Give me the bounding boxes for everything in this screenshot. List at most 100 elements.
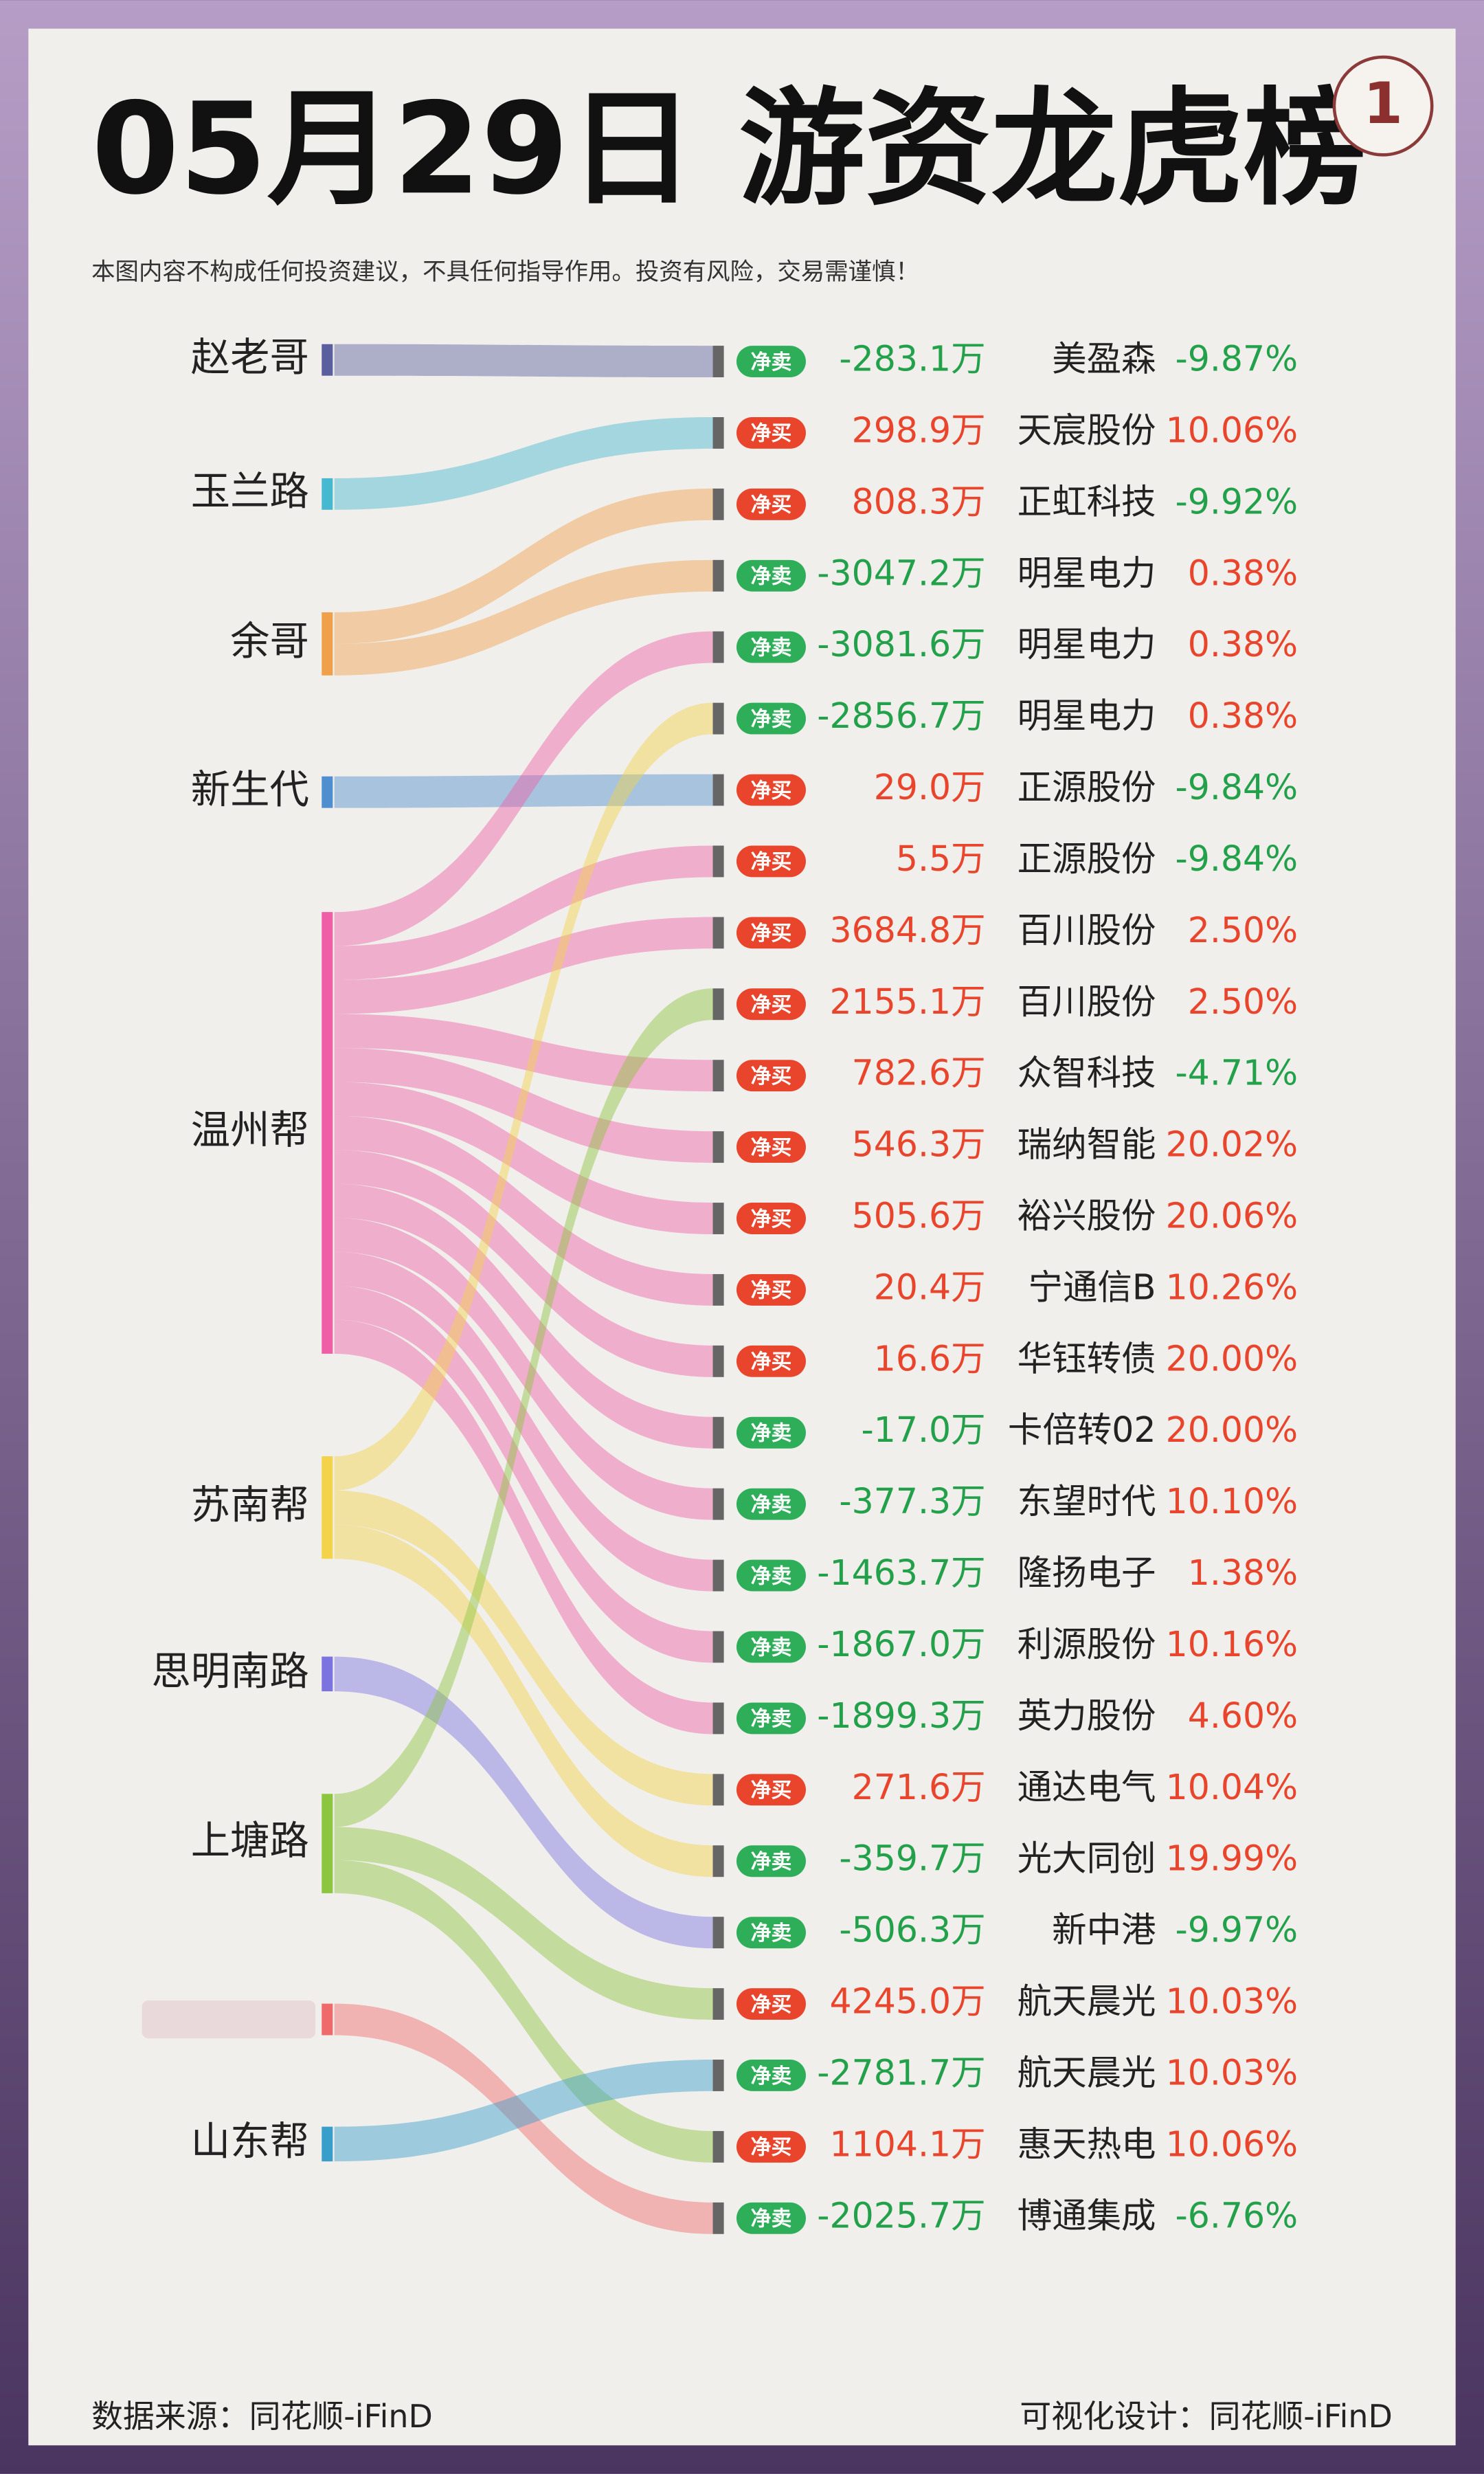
flow — [334, 1047, 713, 1163]
amount: 4245.0万 — [830, 1981, 986, 2022]
amount: 271.6万 — [852, 1767, 986, 1807]
change: 0.38% — [1188, 624, 1298, 665]
tag: 净卖 — [751, 350, 792, 375]
stock-name: 光大同创 — [1018, 1838, 1156, 1879]
badge-number: 1 — [1363, 71, 1403, 137]
row-marker — [712, 988, 724, 1021]
flow — [334, 2003, 713, 2234]
amount: 2155.1万 — [830, 981, 986, 1022]
trader-name: 玉兰路 — [191, 468, 309, 514]
row-marker — [712, 1774, 724, 1806]
trader-name: 温州帮 — [191, 1107, 309, 1153]
stock-name: 天宸股份 — [1018, 410, 1156, 450]
amount: -2781.7万 — [817, 2052, 985, 2093]
flow — [334, 344, 713, 377]
change: 20.06% — [1166, 1196, 1298, 1236]
row-marker — [712, 2130, 724, 2163]
tag-pill — [736, 1060, 806, 1092]
row-marker — [712, 1416, 724, 1449]
flow — [334, 1251, 713, 1592]
tag: 净卖 — [751, 2064, 792, 2088]
trader-bar — [322, 912, 333, 1354]
tag: 净买 — [751, 1065, 792, 1089]
row-marker — [712, 702, 724, 735]
amount: -2025.7万 — [817, 2195, 985, 2236]
blurred-name — [142, 2000, 316, 2039]
tag-pill — [736, 1702, 806, 1735]
change: 19.99% — [1166, 1838, 1298, 1879]
flow — [334, 774, 713, 808]
flow — [334, 1656, 713, 1949]
tag-pill — [736, 1345, 806, 1377]
tag-pill — [736, 2060, 806, 2091]
row-marker — [712, 2202, 724, 2234]
tag-pill — [736, 488, 806, 520]
change: 0.38% — [1188, 695, 1298, 736]
amount: -3081.6万 — [817, 624, 985, 665]
tag: 净买 — [751, 1279, 792, 1303]
flow — [334, 416, 713, 510]
source: 数据来源：同花顺-iFinD — [91, 2398, 433, 2435]
tag: 净卖 — [751, 1493, 792, 1517]
stock-name: 众智科技 — [1018, 1053, 1156, 1093]
change: -9.84% — [1176, 838, 1298, 879]
change: 10.06% — [1166, 410, 1298, 450]
tag: 净买 — [751, 922, 792, 946]
flow — [334, 1115, 713, 1306]
change: 10.06% — [1166, 2124, 1298, 2164]
tag-pill — [736, 1988, 806, 2020]
flow — [334, 1827, 713, 2020]
flow — [334, 917, 713, 1014]
amount: 298.9万 — [852, 410, 986, 450]
tag-pill — [736, 1917, 806, 1949]
flow — [334, 488, 713, 644]
amount: -359.7万 — [839, 1838, 985, 1879]
amount: -1867.0万 — [817, 1624, 985, 1664]
stock-name: 博通集成 — [1018, 2195, 1156, 2236]
amount: 20.4万 — [874, 1267, 986, 1307]
trader-bar — [322, 1456, 333, 1559]
amount: -2856.7万 — [817, 695, 985, 736]
row-marker — [712, 917, 724, 949]
flow — [334, 1319, 713, 1735]
stock-name: 裕兴股份 — [1018, 1196, 1156, 1236]
change: -9.84% — [1176, 767, 1298, 807]
tag: 净买 — [751, 779, 792, 803]
change: 2.50% — [1188, 910, 1298, 950]
badge — [1332, 55, 1434, 157]
change: -4.71% — [1176, 1053, 1298, 1093]
change: -9.97% — [1176, 1910, 1298, 1950]
row-marker — [712, 488, 724, 520]
change: 2.50% — [1188, 981, 1298, 1022]
tag-pill — [736, 1131, 806, 1163]
tag-pill — [736, 1203, 806, 1234]
tag: 净卖 — [751, 1636, 792, 1660]
stock-name: 明星电力 — [1018, 624, 1156, 665]
rows: 净卖 -283.1万 美盈森 -9.87%净买 298.9万 天宸股份 10.06%净买 80… — [712, 339, 1298, 2236]
design-credit: 可视化设计：同花顺-iFinD — [1020, 2398, 1393, 2435]
trader-bar — [322, 612, 333, 676]
row-marker — [712, 1131, 724, 1163]
tag: 净买 — [751, 493, 792, 517]
stock-name: 英力股份 — [1018, 1695, 1156, 1736]
tag: 净卖 — [751, 1850, 792, 1874]
stock-name: 通达电气 — [1018, 1767, 1156, 1807]
row-marker — [712, 1203, 724, 1234]
tag: 净买 — [751, 2136, 792, 2160]
tag-pill — [736, 988, 806, 1021]
flow — [334, 1150, 713, 1377]
trader-bar — [322, 776, 333, 808]
flow — [334, 559, 713, 676]
stock-name: 卡倍转02 — [1008, 1409, 1156, 1450]
change: -9.87% — [1176, 339, 1298, 379]
trader-name: 赵老哥 — [191, 334, 309, 380]
row-marker — [712, 2060, 724, 2091]
tag: 净买 — [751, 1136, 792, 1160]
amount: 505.6万 — [852, 1196, 986, 1236]
flow — [334, 1490, 713, 1806]
tag-pill — [736, 416, 806, 449]
amount: -1899.3万 — [817, 1695, 985, 1736]
row-marker — [712, 1988, 724, 2020]
